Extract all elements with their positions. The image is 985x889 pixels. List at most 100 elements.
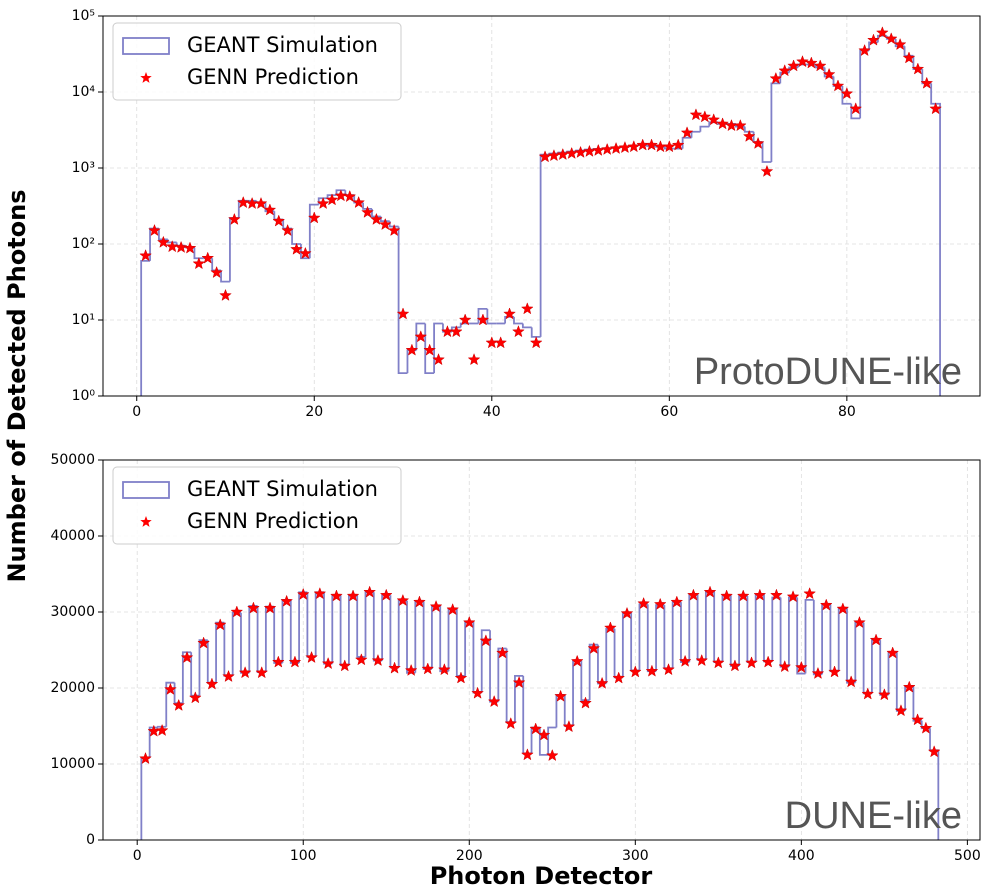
prediction-star [238, 666, 252, 679]
prediction-star [654, 140, 667, 153]
hist-step [291, 228, 301, 245]
prediction-star [591, 143, 605, 156]
prediction-star [487, 694, 501, 708]
prediction-star [165, 240, 179, 253]
hist-step [140, 259, 151, 396]
prediction-star [604, 621, 617, 634]
x-axis-label: Photon Detector [430, 862, 653, 889]
prediction-star [893, 37, 907, 51]
y-tick-label: 50000 [50, 452, 95, 468]
prediction-star [671, 138, 685, 151]
hist-step [713, 591, 723, 664]
hist-step [539, 153, 550, 337]
prediction-star [280, 594, 294, 607]
prediction-star [745, 656, 758, 669]
axes-frame [102, 15, 981, 397]
prediction-star [711, 656, 725, 669]
y-tick-label: 30000 [50, 604, 95, 620]
prediction-star [338, 659, 352, 672]
prediction-star [305, 650, 318, 664]
hist-step [538, 727, 549, 756]
prediction-star [521, 748, 534, 761]
hist-step [157, 725, 167, 728]
prediction-star [902, 680, 916, 693]
hist-step [356, 595, 366, 658]
hist-step [439, 605, 449, 673]
prediction-star [446, 603, 460, 616]
prediction-star [172, 698, 186, 711]
prediction-star [520, 302, 534, 315]
prediction-star [454, 671, 468, 684]
prediction-star [148, 223, 161, 237]
y-tick-label: 0 [86, 832, 95, 848]
hist-step [754, 593, 764, 663]
prediction-star [911, 713, 924, 726]
y-tick-label: 10⁴ [72, 84, 96, 100]
prediction-star [496, 646, 509, 659]
hist-step [821, 603, 831, 675]
prediction-star [155, 723, 169, 736]
prediction-star [396, 307, 410, 320]
hist-step [281, 598, 291, 663]
hist-step [521, 323, 532, 329]
prediction-star [479, 634, 493, 647]
prediction-star [222, 669, 235, 683]
hist-step [264, 605, 275, 673]
prediction-star [840, 86, 854, 100]
prediction-star [595, 676, 609, 689]
prediction-star [254, 196, 268, 210]
hist-step [198, 639, 208, 696]
hist-step [771, 596, 781, 662]
hist-step [787, 596, 798, 667]
hist-step [655, 604, 665, 672]
prediction-star [720, 589, 734, 602]
prediction-star [787, 59, 800, 72]
prediction-star [556, 147, 570, 161]
prediction-star [180, 650, 194, 664]
prediction-star [537, 728, 551, 741]
prediction-star [379, 588, 393, 601]
legend-star [140, 516, 152, 527]
hist-step [621, 611, 632, 678]
hist-step [514, 674, 524, 723]
prediction-star [476, 313, 490, 326]
hist-step [190, 652, 200, 697]
prediction-star [512, 675, 526, 689]
hist-step [308, 203, 319, 259]
hist-step [746, 596, 756, 664]
prediction-star [346, 589, 360, 602]
prediction-star [836, 602, 850, 615]
prediction-star [255, 666, 269, 679]
y-tick-label: 10³ [72, 160, 95, 176]
prediction-star [213, 618, 227, 631]
hist-step [895, 652, 906, 712]
prediction-star [770, 588, 783, 601]
prediction-star [822, 67, 836, 80]
hist-step [696, 594, 706, 661]
x-tick-label: 400 [788, 848, 815, 864]
prediction-star [437, 663, 451, 676]
hist-step [422, 601, 432, 670]
legend-box [112, 466, 402, 545]
hist-step [248, 605, 258, 673]
prediction-star [929, 102, 942, 115]
hist-step [729, 595, 740, 667]
hist-step [796, 597, 806, 675]
hist-step [804, 598, 814, 674]
hist-step [339, 595, 349, 667]
prediction-star [612, 671, 626, 684]
legend-box [112, 22, 402, 101]
prediction-star [164, 682, 177, 695]
hist-step [513, 316, 523, 325]
prediction-star [687, 588, 700, 601]
legend-label: GENN Prediction [187, 509, 359, 533]
prediction-star [786, 590, 800, 603]
prediction-star [529, 722, 543, 735]
y-tick-label: 10² [72, 236, 95, 252]
prediction-star [404, 663, 418, 676]
y-axis-label: Number of Detected Photons [3, 189, 31, 582]
hist-step [887, 651, 897, 695]
axes-frame [102, 459, 981, 841]
x-tick-label: 0 [133, 848, 142, 864]
